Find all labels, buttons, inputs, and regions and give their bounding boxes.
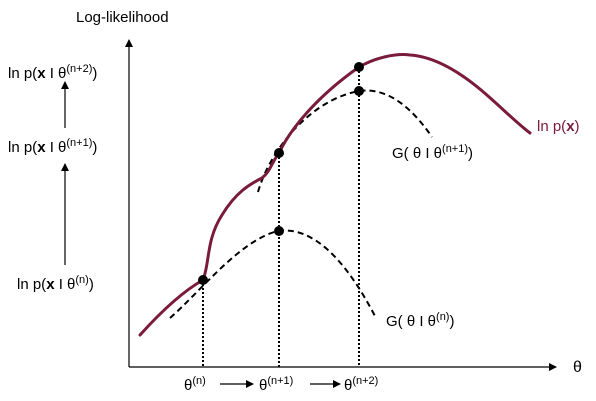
point-upper-max xyxy=(354,86,364,96)
x-axis-label: θ xyxy=(573,359,582,376)
likelihood-curve-label: ln p(x) xyxy=(537,118,580,135)
lower-bound-label: G( θ I θ(n)) xyxy=(386,311,454,330)
upper-bound-label: G( θ I θ(n+1)) xyxy=(392,143,473,162)
theta-label-n: θ(n) xyxy=(184,375,206,394)
likelihood-curve xyxy=(138,53,532,337)
theta-label-n2: θ(n+2) xyxy=(344,375,378,394)
left-label-n2: ln p(x I θ(n+2)) xyxy=(8,63,97,82)
point-theta-n1 xyxy=(274,148,284,158)
upper-bound-curve xyxy=(257,89,433,193)
lower-bound-curve xyxy=(169,229,377,319)
point-theta-n2 xyxy=(354,62,364,72)
y-axis-label: Log-likelihood xyxy=(76,9,169,26)
left-label-n1: ln p(x I θ(n+1)) xyxy=(8,137,97,156)
point-theta-n xyxy=(198,275,208,285)
theta-label-n1: θ(n+1) xyxy=(259,375,293,394)
left-label-n: ln p(x I θ(n)) xyxy=(17,274,94,293)
point-lower-max xyxy=(274,226,284,236)
